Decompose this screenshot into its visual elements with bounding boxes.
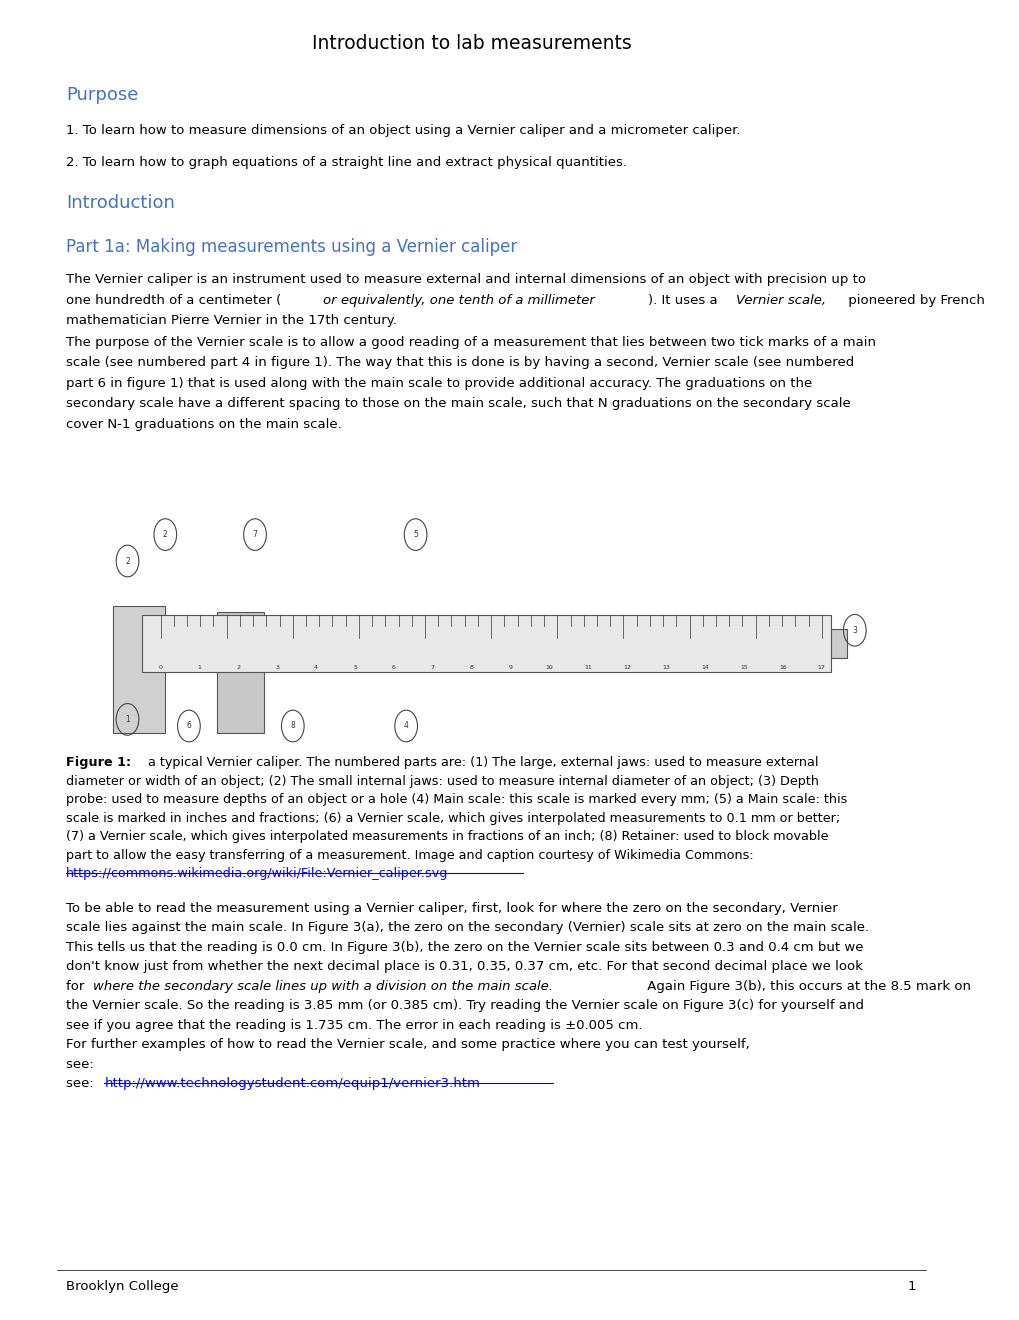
Text: Introduction to lab measurements: Introduction to lab measurements: [312, 34, 632, 53]
Text: (7) a Vernier scale, which gives interpolated measurements in fractions of an in: (7) a Vernier scale, which gives interpo…: [66, 830, 827, 843]
Text: part 6 in figure 1) that is used along with the main scale to provide additional: part 6 in figure 1) that is used along w…: [66, 378, 811, 389]
Text: 8: 8: [470, 665, 473, 669]
Text: 5: 5: [353, 665, 357, 669]
Text: probe: used to measure depths of an object or a hole (4) Main scale: this scale : probe: used to measure depths of an obje…: [66, 793, 847, 807]
Text: pioneered by French: pioneered by French: [844, 293, 984, 306]
Text: To be able to read the measurement using a Vernier caliper, first, look for wher: To be able to read the measurement using…: [66, 902, 837, 915]
Text: For further examples of how to read the Vernier scale, and some practice where y: For further examples of how to read the …: [66, 1039, 749, 1051]
Text: don't know just from whether the next decimal place is 0.31, 0.35, 0.37 cm, etc.: don't know just from whether the next de…: [66, 960, 862, 973]
Text: where the secondary scale lines up with a division on the main scale.: where the secondary scale lines up with …: [93, 979, 552, 993]
Text: scale lies against the main scale. In Figure 3(a), the zero on the secondary (Ve: scale lies against the main scale. In Fi…: [66, 921, 868, 935]
Text: 2: 2: [236, 665, 240, 669]
Text: 4: 4: [404, 722, 409, 730]
Text: a typical Vernier caliper. The numbered parts are: (1) The large, external jaws:: a typical Vernier caliper. The numbered …: [144, 756, 817, 770]
Text: This tells us that the reading is 0.0 cm. In Figure 3(b), the zero on the Vernie: This tells us that the reading is 0.0 cm…: [66, 941, 863, 953]
Text: Purpose: Purpose: [66, 86, 139, 104]
Text: 7: 7: [430, 665, 434, 669]
Text: 17: 17: [817, 665, 824, 669]
Text: see if you agree that the reading is 1.735 cm. The error in each reading is ±0.0: see if you agree that the reading is 1.7…: [66, 1019, 642, 1032]
Text: cover N-1 graduations on the main scale.: cover N-1 graduations on the main scale.: [66, 417, 341, 430]
Text: see:: see:: [66, 1057, 98, 1071]
Text: scale (see numbered part 4 in figure 1). The way that this is done is by having : scale (see numbered part 4 in figure 1).…: [66, 356, 854, 370]
Text: Brooklyn College: Brooklyn College: [66, 1280, 178, 1294]
Text: 1: 1: [125, 715, 129, 723]
Text: 6: 6: [391, 665, 395, 669]
Text: 8: 8: [290, 722, 294, 730]
Text: mathematician Pierre Vernier in the 17th century.: mathematician Pierre Vernier in the 17th…: [66, 314, 396, 327]
Text: one hundredth of a centimeter (: one hundredth of a centimeter (: [66, 293, 281, 306]
Text: 16: 16: [779, 665, 786, 669]
Text: for: for: [66, 979, 89, 993]
Text: 12: 12: [623, 665, 631, 669]
Text: 3: 3: [852, 626, 856, 635]
Text: 13: 13: [661, 665, 669, 669]
Text: scale is marked in inches and fractions; (6) a Vernier scale, which gives interp: scale is marked in inches and fractions;…: [66, 812, 840, 825]
Text: http://www.technologystudent.com/equip1/vernier3.htm: http://www.technologystudent.com/equip1/…: [104, 1077, 480, 1090]
Text: or equivalently, one tenth of a millimeter: or equivalently, one tenth of a millimet…: [323, 293, 595, 306]
Text: https://commons.wikimedia.org/wiki/File:Vernier_caliper.svg: https://commons.wikimedia.org/wiki/File:…: [66, 867, 448, 880]
Text: 2. To learn how to graph equations of a straight line and extract physical quant: 2. To learn how to graph equations of a …: [66, 156, 627, 169]
Text: part to allow the easy transferring of a measurement. Image and caption courtesy: part to allow the easy transferring of a…: [66, 849, 753, 862]
Text: 1: 1: [907, 1280, 915, 1294]
Text: The Vernier caliper is an instrument used to measure external and internal dimen: The Vernier caliper is an instrument use…: [66, 273, 865, 286]
Text: ). It uses a: ). It uses a: [647, 293, 721, 306]
Text: 2: 2: [163, 531, 167, 539]
Text: Introduction: Introduction: [66, 194, 175, 213]
Text: Vernier scale,: Vernier scale,: [736, 293, 825, 306]
Text: 0: 0: [159, 665, 162, 669]
Text: 14: 14: [700, 665, 708, 669]
Text: 6: 6: [186, 722, 192, 730]
Text: Figure 1:: Figure 1:: [66, 756, 131, 770]
Text: see:: see:: [66, 1077, 98, 1090]
FancyBboxPatch shape: [825, 630, 847, 657]
Text: 3: 3: [275, 665, 279, 669]
Text: 9: 9: [508, 665, 513, 669]
Text: 10: 10: [545, 665, 553, 669]
Text: 7: 7: [253, 531, 257, 539]
Text: Again Figure 3(b), this occurs at the 8.5 mark on: Again Figure 3(b), this occurs at the 8.…: [642, 979, 970, 993]
Text: Part 1a: Making measurements using a Vernier caliper: Part 1a: Making measurements using a Ver…: [66, 238, 517, 256]
Text: secondary scale have a different spacing to those on the main scale, such that N: secondary scale have a different spacing…: [66, 397, 850, 411]
FancyBboxPatch shape: [142, 615, 830, 672]
Text: 15: 15: [740, 665, 747, 669]
Text: the Vernier scale. So the reading is 3.85 mm (or 0.385 cm). Try reading the Vern: the Vernier scale. So the reading is 3.8…: [66, 999, 863, 1012]
Text: 4: 4: [314, 665, 318, 669]
Text: 1: 1: [198, 665, 201, 669]
Text: 11: 11: [584, 665, 592, 669]
FancyBboxPatch shape: [113, 606, 165, 733]
Text: The purpose of the Vernier scale is to allow a good reading of a measurement tha: The purpose of the Vernier scale is to a…: [66, 335, 875, 348]
FancyBboxPatch shape: [217, 612, 264, 733]
Text: 5: 5: [413, 531, 418, 539]
Text: diameter or width of an object; (2) The small internal jaws: used to measure int: diameter or width of an object; (2) The …: [66, 775, 818, 788]
Text: 1. To learn how to measure dimensions of an object using a Vernier caliper and a: 1. To learn how to measure dimensions of…: [66, 124, 740, 137]
Text: 2: 2: [125, 557, 129, 565]
